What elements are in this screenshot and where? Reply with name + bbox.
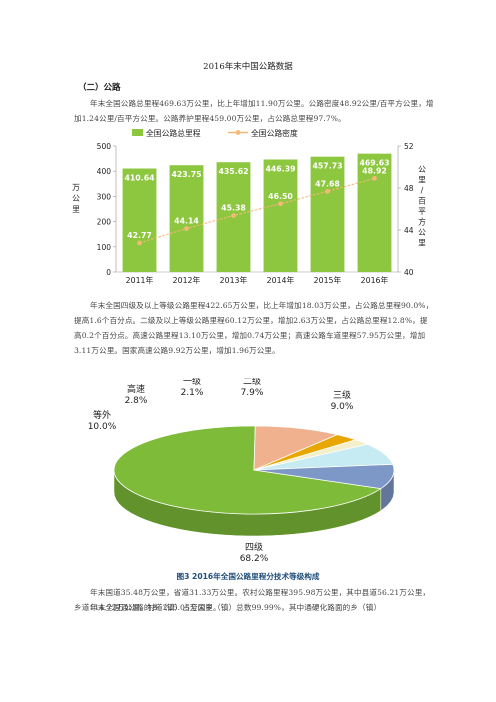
pie-slice-label: 高速: [127, 383, 145, 395]
paragraph-township-access: 年末全国通公路的乡（镇）占全国乡（镇）总数99.99%，其中通硬化路面的乡（镇）: [90, 603, 382, 612]
pie-slice: [253, 463, 395, 490]
pie-slice-pct: 7.9%: [241, 388, 264, 398]
chart-legend: 全国公路总里程 全国公路密度: [132, 128, 298, 138]
pie-slice-pct: 2.8%: [125, 396, 148, 406]
right-axis-tick-label: 48: [404, 184, 414, 193]
density-line: [139, 177, 375, 244]
right-axis-tick-label: 40: [404, 268, 414, 277]
right-axis-label-char: 里: [418, 239, 426, 248]
pie-slice-label: 等外: [93, 409, 111, 421]
pie-slice-pct: 10.0%: [88, 422, 117, 432]
density-point-label: 45.38: [221, 204, 246, 213]
right-axis-label-char: 方: [418, 217, 426, 227]
category-label: 2016年: [361, 275, 389, 285]
section-heading: （二）公路: [78, 83, 121, 93]
density-point: [372, 175, 377, 181]
density-point: [278, 201, 283, 207]
right-axis-label-char: 公: [418, 228, 426, 237]
category-label: 2013年: [220, 275, 248, 285]
pie-slice: [113, 425, 382, 515]
density-point: [231, 213, 236, 218]
left-axis-tick-label: 300: [97, 192, 112, 201]
pie-slice-pct: 68.2%: [240, 554, 269, 564]
legend-swatch-mileage: [132, 129, 143, 136]
mileage-bar: [310, 156, 345, 272]
mileage-bar-label: 446.39: [265, 165, 295, 174]
mileage-bar-label: 423.75: [171, 170, 201, 179]
mileage-bar-label: 469.63: [359, 159, 389, 168]
density-point: [137, 240, 142, 246]
category-label: 2012年: [173, 275, 201, 285]
left-axis-tick-label: 500: [97, 142, 112, 151]
paragraph-grade-mileage: 年末全国四级及以上等级公路里程422.65万公里，比上年增加18.03万公里，占…: [74, 301, 434, 355]
bar-series: 410.64 423.75 435.62 446.39 457.73 469.63: [122, 153, 392, 272]
mileage-bar: [122, 168, 157, 272]
mileage-bar: [357, 153, 392, 272]
pie-slice-pct: 9.0%: [331, 402, 354, 412]
pie-slice-label: 一级: [183, 378, 201, 387]
pie-slice-label: 四级: [245, 541, 263, 553]
density-line-series: 42.77 44.14 45.38 46.50 47.68 48.92: [127, 166, 387, 246]
figure-caption: 图3 2016年全国公路里程分技术等级构成: [176, 572, 320, 581]
left-axis-tick-label: 0: [106, 268, 111, 277]
legend-label-density: 全国公路密度: [251, 128, 298, 138]
category-labels: 2011年 2012年 2013年 2014年 2015年 2016年: [126, 275, 389, 285]
category-label: 2015年: [314, 275, 342, 285]
mileage-bar: [263, 159, 298, 272]
pie-slice-label: 三级: [333, 389, 351, 401]
right-axis-tick-label: 52: [404, 142, 414, 151]
left-axis-tick-label: 400: [97, 167, 112, 176]
right-axis-tick-label: 44: [404, 226, 414, 235]
density-point-label: 44.14: [174, 217, 199, 226]
right-axis-label-char: 平: [418, 207, 426, 216]
density-point-label: 48.92: [362, 166, 387, 175]
left-axis-label-char: 公: [72, 194, 80, 203]
right-axis-label-char: 公: [418, 165, 426, 174]
pie-slice: [253, 425, 339, 471]
document-title: 2016年末中国公路数据: [203, 62, 293, 72]
pie-top: [113, 425, 395, 515]
mileage-bar-label: 457.73: [312, 162, 342, 171]
category-label: 2014年: [267, 275, 295, 285]
legend-label-mileage: 全国公路总里程: [146, 128, 201, 138]
density-point: [184, 226, 189, 231]
mileage-bar-label: 410.64: [124, 174, 155, 183]
mileage-bar: [169, 165, 204, 272]
paragraph-total-mileage: 年末全国公路总里程469.63万公里，比上年增加11.90万公里。公路密度48.…: [74, 99, 434, 123]
paragraph-road-types: 年末国道35.48万公里，省道31.33万公里。农村公路里程395.98万公里，…: [74, 588, 431, 612]
left-axis-label-char: 里: [72, 205, 80, 214]
density-point-label: 47.68: [315, 179, 340, 188]
left-axis-label-char: 万: [72, 183, 80, 192]
density-point-label: 42.77: [127, 231, 152, 240]
left-axis: 0 100 200 300 400 500 万公里: [72, 142, 398, 277]
right-axis-label-char: /: [421, 186, 424, 195]
pie-slice-label: 二级: [243, 378, 261, 387]
pie-slice-pct: 2.1%: [181, 388, 204, 398]
left-axis-tick-label: 100: [97, 243, 112, 252]
density-point: [325, 188, 330, 194]
right-axis-label-char: 里: [418, 176, 426, 185]
left-axis-tick-label: 200: [97, 218, 112, 227]
density-point-label: 46.50: [268, 192, 293, 201]
mileage-bar-label: 435.62: [218, 167, 248, 176]
legend-marker-density: [235, 130, 241, 135]
category-label: 2011年: [126, 275, 154, 285]
right-axis-label-char: 百: [418, 197, 426, 206]
